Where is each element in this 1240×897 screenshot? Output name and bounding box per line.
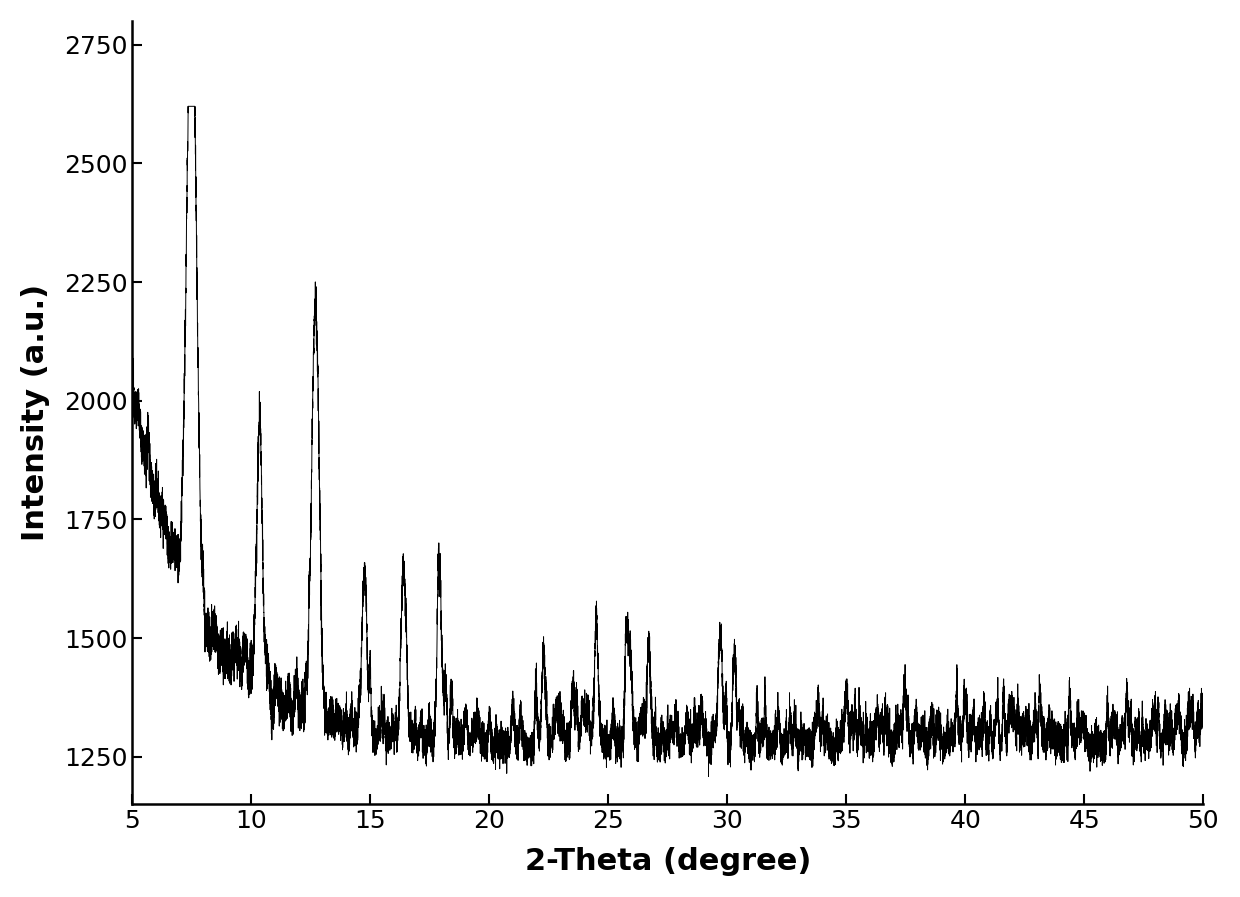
X-axis label: 2-Theta (degree): 2-Theta (degree)	[525, 847, 811, 876]
Y-axis label: Intensity (a.u.): Intensity (a.u.)	[21, 284, 50, 541]
